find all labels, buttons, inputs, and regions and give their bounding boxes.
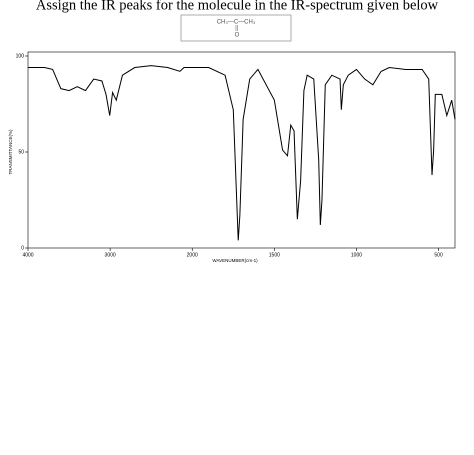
y-tick-label: 100 bbox=[16, 53, 25, 59]
x-tick-label: 1000 bbox=[351, 252, 362, 258]
y-tick-label: 0 bbox=[21, 245, 24, 251]
x-axis-label: WAVENUMBER(cm-1) bbox=[212, 258, 258, 263]
plot-frame bbox=[27, 51, 456, 249]
x-tick-label: 1500 bbox=[269, 252, 280, 258]
molecule-formula: CH₃—C—CH₃ bbox=[217, 20, 256, 26]
spectrum-line bbox=[28, 65, 456, 241]
question: Assign the IR peaks for the molecule in … bbox=[36, 0, 439, 13]
x-tick-label: 4000 bbox=[22, 252, 33, 258]
y-tick-label: 50 bbox=[18, 149, 24, 155]
molecule-oxygen: O bbox=[235, 33, 240, 39]
x-tick-label: 3000 bbox=[105, 252, 116, 258]
y-axis-label: TRANSMITTANCE(%) bbox=[8, 129, 13, 174]
x-tick-label: 500 bbox=[434, 252, 443, 258]
x-tick-label: 2000 bbox=[187, 252, 198, 258]
